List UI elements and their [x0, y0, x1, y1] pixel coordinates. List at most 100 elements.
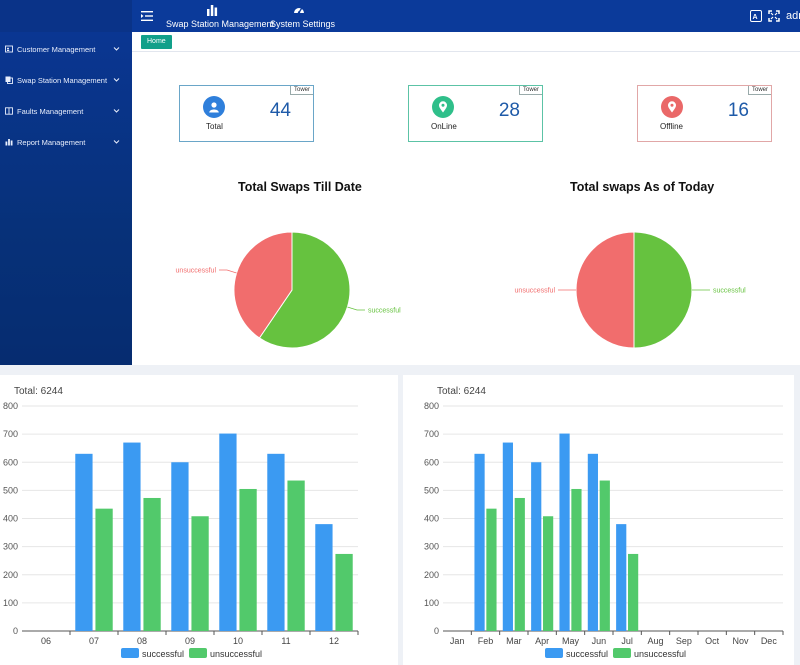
fullscreen-icon[interactable] [768, 10, 780, 22]
bar-successful-Jun[interactable] [587, 453, 598, 631]
x-tick-label: Sep [676, 636, 692, 646]
nav-label: System Settings [270, 19, 336, 29]
bar-successful-Jul[interactable] [616, 524, 627, 631]
legend-label-successful[interactable]: successful [142, 649, 184, 659]
y-tick-label: 0 [13, 626, 18, 636]
bar-successful-Mar[interactable] [502, 442, 513, 631]
pie-chart-till-date: successful unsuccessful [176, 231, 401, 349]
chevron-down-icon [113, 47, 120, 51]
stat-label: OnLine [431, 122, 457, 131]
legend-label-unsuccessful[interactable]: unsuccessful [634, 649, 686, 659]
bar-unsuccessful-Jun[interactable] [599, 480, 610, 631]
nav-label: Swap Station Management [166, 19, 275, 29]
y-tick-label: 800 [424, 401, 439, 411]
dashboard-main: Home Tower Total 44 Tower OnLine 28 Towe… [132, 32, 800, 365]
brand-area [0, 0, 132, 32]
bar-successful-10[interactable] [219, 433, 237, 631]
pie-slice-successful[interactable] [258, 231, 351, 349]
menu-toggle-icon[interactable] [140, 9, 154, 23]
y-tick-label: 600 [3, 457, 18, 467]
x-tick-label: 12 [329, 636, 339, 646]
bar-unsuccessful-12[interactable] [335, 553, 353, 631]
pie-slice-unsuccessful[interactable] [575, 231, 635, 349]
pie-title-till-date: Total Swaps Till Date [238, 180, 362, 194]
sidebar-item-faults-management[interactable]: Faults Management [0, 101, 132, 121]
tower-tag: Tower [518, 86, 542, 95]
legend-label-successful[interactable]: successful [566, 649, 608, 659]
bar-unsuccessful-Jul[interactable] [628, 553, 639, 631]
bar-unsuccessful-Mar[interactable] [514, 497, 525, 631]
x-tick-label: 07 [89, 636, 99, 646]
x-tick-label: Jul [621, 636, 633, 646]
y-tick-label: 600 [424, 457, 439, 467]
sidebar: Customer Management Swap Station Managem… [0, 32, 132, 365]
tower-tag: Tower [289, 86, 313, 95]
stat-card-total: Tower Total 44 [179, 85, 314, 142]
legend-swatch-successful[interactable] [121, 648, 139, 658]
location-pin-icon [661, 96, 683, 118]
x-tick-label: Jan [450, 636, 465, 646]
sidebar-item-customer-management[interactable]: Customer Management [0, 39, 132, 59]
x-tick-label: Mar [506, 636, 522, 646]
stat-value: 16 [727, 100, 749, 121]
bar-unsuccessful-08[interactable] [143, 497, 161, 631]
bar-chart-monthly: 0 100 200 300 400 500 600 700 800 Jan Feb Mar Apr May… [424, 401, 784, 659]
sidebar-item-report-management[interactable]: Report Management [0, 132, 132, 152]
bar-chart-icon [207, 5, 218, 16]
pie-chart-today: successful unsuccessful [515, 231, 746, 349]
legend-swatch-unsuccessful[interactable] [189, 648, 207, 658]
legend-label-unsuccessful[interactable]: unsuccessful [210, 649, 262, 659]
bar-unsuccessful-07[interactable] [95, 508, 113, 631]
bar-successful-Feb[interactable] [474, 453, 485, 631]
x-tick-label: Apr [535, 636, 549, 646]
chevron-down-icon [113, 78, 120, 82]
bar-successful-07[interactable] [75, 453, 93, 631]
bar-successful-12[interactable] [315, 524, 333, 631]
x-tick-label: May [562, 636, 580, 646]
bar-successful-11[interactable] [267, 453, 285, 631]
bar-unsuccessful-09[interactable] [191, 516, 209, 631]
bar-unsuccessful-Feb[interactable] [486, 508, 497, 631]
copy-icon [5, 76, 13, 84]
x-tick-label: Oct [705, 636, 720, 646]
bar-unsuccessful-10[interactable] [239, 488, 257, 631]
y-tick-label: 300 [3, 542, 18, 552]
sidebar-item-label: Customer Management [17, 44, 96, 54]
bar-unsuccessful-Apr[interactable] [543, 516, 554, 631]
nav-swap-station-management[interactable]: Swap Station Management [166, 4, 275, 30]
tab-home[interactable]: Home [141, 35, 172, 49]
pie-slice-successful[interactable] [633, 231, 693, 349]
pie-title-today: Total swaps As of Today [570, 180, 715, 194]
y-tick-label: 400 [424, 514, 439, 524]
pie-label-successful: successful [713, 288, 746, 295]
svg-text:A: A [753, 14, 758, 21]
x-tick-label: 09 [185, 636, 195, 646]
sidebar-item-label: Swap Station Management [17, 75, 108, 85]
user-menu[interactable]: admin [786, 10, 800, 22]
bar-chart-panel-daily: Total: 6244 0 100 200 300 400 500 600 700 800 06 0… [0, 375, 398, 665]
y-tick-label: 300 [424, 542, 439, 552]
bar-successful-Apr[interactable] [531, 462, 542, 631]
nav-system-settings[interactable]: System Settings [270, 4, 336, 30]
x-tick-label: 11 [281, 636, 290, 646]
tower-tag: Tower [747, 86, 771, 95]
chevron-down-icon [113, 109, 120, 113]
stat-value: 44 [269, 100, 291, 121]
legend-swatch-successful[interactable] [545, 648, 563, 658]
stat-card-offline: Tower Offline 16 [637, 85, 772, 142]
translate-icon[interactable]: A [750, 10, 762, 22]
chart-total-label: Total: 6244 [437, 386, 486, 397]
bar-unsuccessful-May[interactable] [571, 488, 582, 631]
sidebar-item-label: Faults Management [17, 106, 84, 116]
legend-swatch-unsuccessful[interactable] [613, 648, 631, 658]
bar-successful-08[interactable] [123, 442, 141, 631]
bar-successful-09[interactable] [171, 462, 189, 631]
bar-chart-daily: 0 100 200 300 400 500 600 700 800 06 07 08 09 10 11 12 s… [3, 401, 359, 659]
bar-unsuccessful-11[interactable] [287, 480, 305, 631]
y-tick-label: 100 [3, 598, 18, 608]
bar-successful-May[interactable] [559, 433, 570, 631]
sidebar-item-swap-station-management[interactable]: Swap Station Management [0, 70, 132, 90]
x-tick-label: Feb [478, 636, 494, 646]
pie-label-unsuccessful: unsuccessful [176, 268, 217, 275]
stat-value: 28 [498, 100, 520, 121]
